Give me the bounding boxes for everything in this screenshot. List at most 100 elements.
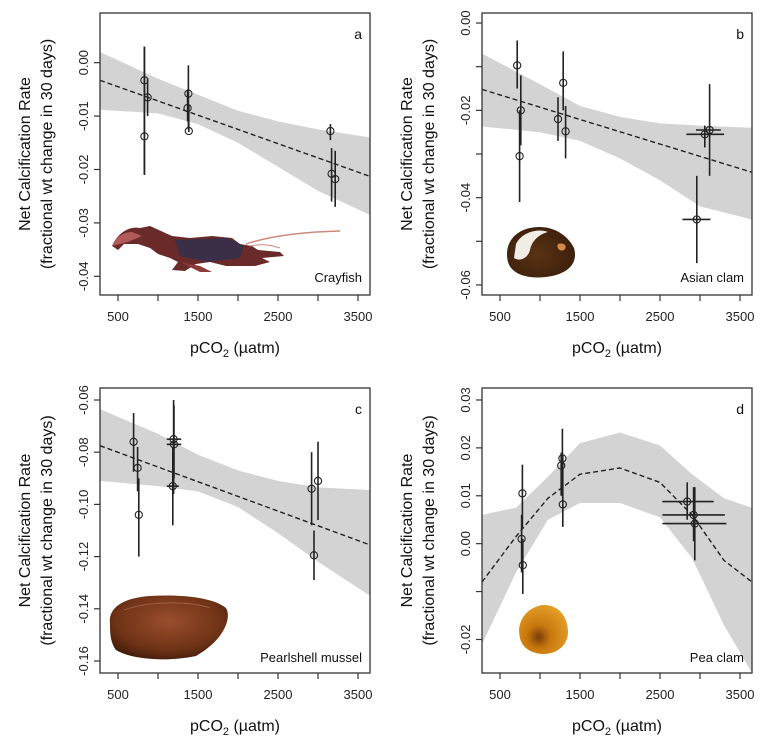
data-point [557,452,566,496]
x-tick-label: 2500 [646,687,675,702]
data-point [313,441,323,521]
panel-c [100,409,370,660]
point-marker [168,481,177,491]
plot-area-c [100,409,370,596]
y-tick-label: 0.01 [458,483,473,508]
data-point [553,97,563,141]
point-marker [313,476,323,486]
plot-area-b [482,53,752,220]
x-axis-title: pCO2 (µatm) [190,340,280,360]
x-axis-title: pCO2 (µatm) [572,718,662,738]
y-tick-label: -0.03 [76,208,91,238]
y-axis-b: 0.00 -0.02 -0.04 -0.06 Net Calcification Rat… [399,10,482,300]
pea-clam-photo [519,604,568,654]
point-marker [705,125,714,135]
pearlshell-mussel-photo [109,595,228,660]
data-point [309,530,319,581]
point-marker [683,497,692,506]
panel-a [100,52,370,272]
y-tick-label: -0.04 [458,183,473,213]
point-marker [129,437,138,446]
point-marker [689,510,698,520]
data-point [662,487,727,561]
panel-letter-c: c [355,401,362,417]
data-point [166,446,179,526]
point-marker [513,61,522,70]
x-tick-label: 3500 [344,309,373,324]
y-tick-label: -0.12 [76,542,91,572]
y-tick-label: -0.16 [76,646,91,676]
species-label-c: Pearlshell mussel [260,650,362,665]
plot-clip-c [100,409,370,596]
fit-line-d [482,467,752,583]
point-marker [331,174,340,184]
x-tick-label: 1500 [566,309,595,324]
point-marker [559,78,568,87]
data-point [662,487,725,542]
x-tick-label: 2500 [264,309,293,324]
x-axis-b: 500 1500 2500 3500 pCO2 (µatm) [489,295,754,360]
y-tick-label: 0.02 [458,435,473,460]
y-tick-label: -0.10 [76,490,91,520]
species-label-b: Asian clam [680,270,744,285]
data-point [558,455,567,527]
point-marker [690,519,699,528]
data-point [513,40,522,89]
species-label-a: Crayfish [314,270,362,285]
data-point [518,538,527,594]
point-marker [309,551,319,560]
x-tick-label: 3500 [726,687,755,702]
x-axis-d: 500 1500 2500 3500 pCO2 (µatm) [489,673,754,738]
data-point [134,478,143,557]
x-tick-label: 3500 [726,309,755,324]
point-marker [558,500,567,509]
data-points-b [513,40,724,264]
plot-frame-c [99,387,371,674]
panel-b [482,53,752,278]
point-marker [553,114,563,124]
x-axis-a: 500 1500 2500 3500 pCO2 (µatm) [107,295,372,360]
data-point [184,105,193,136]
data-point [515,110,524,203]
y-tick-label: 0.03 [458,387,473,412]
plot-clip-d [482,432,752,673]
y-axis-title: Net Calcification Rate [399,453,416,607]
confidence-band-c [100,409,370,596]
x-tick-label: 1500 [566,687,595,702]
species-label-d: Pea clam [690,650,744,665]
y-axis-title: Net Calcification Rate [399,77,416,231]
point-marker [515,152,524,161]
y-axis-subtitle: (fractional wt change in 30 days) [421,415,438,645]
plot-frame-d [481,387,753,674]
data-points-c [129,400,323,581]
panel-letter-b: b [736,26,744,42]
y-tick-label: -0.02 [458,96,473,126]
y-axis-a: 0.00 -0.01 -0.02 -0.03 -0.04 Net Calcificatio… [17,39,100,291]
y-axis-subtitle: (fractional wt change in 30 days) [39,415,56,645]
point-marker [184,126,193,136]
point-marker [518,561,527,570]
y-tick-label: -0.06 [458,270,473,300]
point-marker [134,510,143,519]
confidence-band-b [482,53,752,220]
data-point [518,464,527,530]
point-marker [561,127,570,136]
y-axis-title: Net Calcification Rate [17,77,34,231]
plot-area-a [100,52,370,215]
point-marker [518,489,527,498]
data-point [561,105,570,159]
panel-letter-a: a [354,26,362,42]
x-axis-title: pCO2 (µatm) [572,340,662,360]
y-axis-c: -0.06 -0.08 -0.10 -0.12 -0.14 -0.16 Net Calcif… [17,385,100,676]
data-point [140,46,149,175]
x-tick-label: 1500 [184,309,213,324]
x-tick-label: 3500 [344,687,373,702]
y-tick-label: -0.02 [458,625,473,655]
point-marker [169,440,179,449]
x-axis-c: 500 1500 2500 3500 pCO2 (µatm) [107,673,372,738]
plot-clip-a [100,52,370,215]
y-tick-label: 0.00 [458,531,473,556]
y-tick-label: 0.00 [458,10,473,35]
data-point [326,124,335,141]
